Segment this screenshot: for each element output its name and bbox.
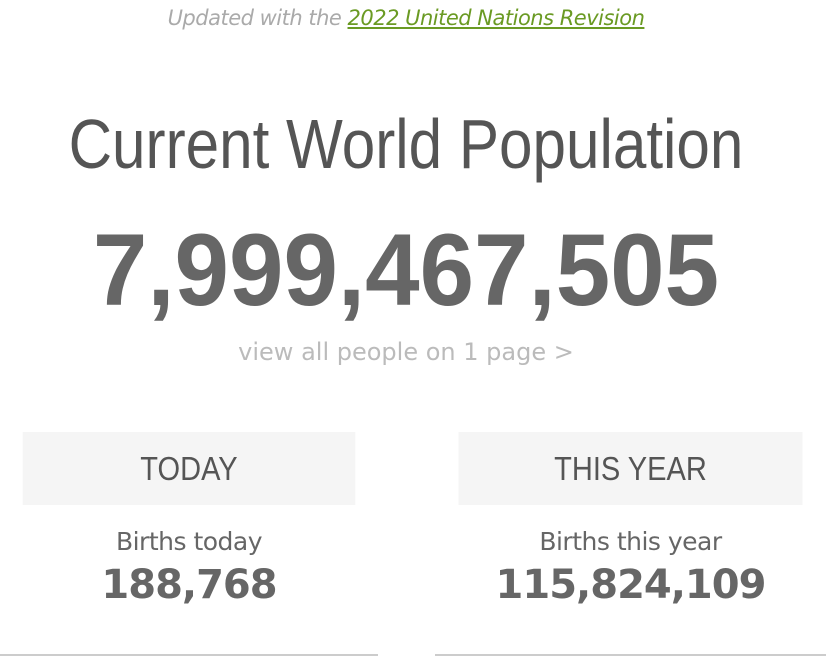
population-counter: 7,999,467,505	[92, 213, 720, 327]
births-this-year-label: Births this year	[539, 527, 722, 556]
updated-notice: Updated with the 2022 United Nations Rev…	[0, 6, 812, 30]
this-year-heading: THIS YEAR	[458, 432, 803, 505]
today-panel: TODAY Births today 188,768	[0, 432, 378, 656]
view-all-people-link[interactable]: view all people on 1 page >	[238, 338, 574, 366]
today-heading: TODAY	[22, 432, 356, 505]
births-today-label: Births today	[115, 527, 263, 556]
this-year-panel: THIS YEAR Births this year 115,824,109	[435, 432, 826, 656]
births-today-value: 188,768	[101, 562, 277, 608]
page-title: Current World Population	[68, 105, 744, 183]
un-revision-link[interactable]: 2022 United Nations Revision	[347, 6, 645, 30]
births-this-year-value: 115,824,109	[495, 562, 767, 608]
updated-prefix: Updated with the	[167, 6, 348, 30]
